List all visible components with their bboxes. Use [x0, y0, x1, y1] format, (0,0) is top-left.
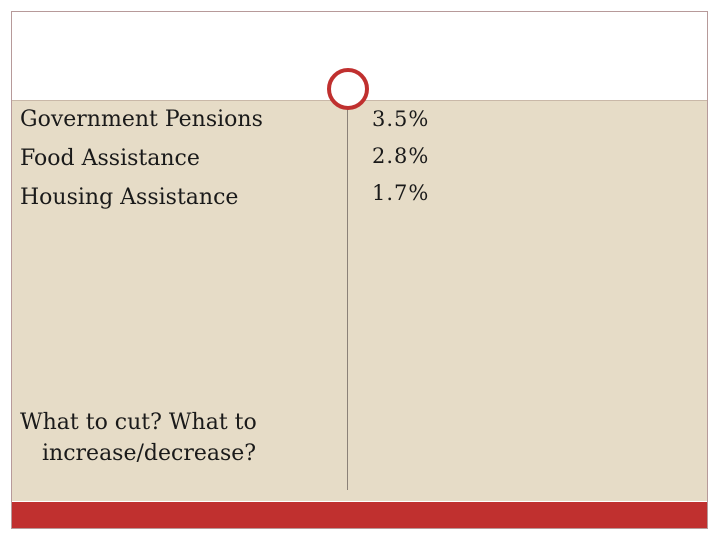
circle-ornament-icon — [327, 68, 369, 110]
content-area — [12, 101, 707, 501]
value-housing-assistance: 1.7% — [372, 181, 430, 205]
question-line-2: increase/decrease? — [42, 441, 257, 466]
value-food-assistance: 2.8% — [372, 144, 430, 168]
footer-band — [12, 502, 707, 528]
value-government-pensions: 3.5% — [372, 107, 430, 131]
column-divider — [347, 89, 348, 490]
program-item-food-assistance: Food Assistance — [20, 146, 200, 171]
program-list: Government Pensions Food Assistance Hous… — [20, 100, 330, 217]
program-item-government-pensions: Government Pensions — [20, 107, 263, 132]
program-item-housing-assistance: Housing Assistance — [20, 185, 239, 210]
question-line-1: What to cut? What to — [20, 410, 257, 435]
discussion-question: What to cut? What to increase/decrease? — [20, 407, 330, 469]
percentage-list: 3.5% 2.8% 1.7% — [372, 101, 572, 212]
